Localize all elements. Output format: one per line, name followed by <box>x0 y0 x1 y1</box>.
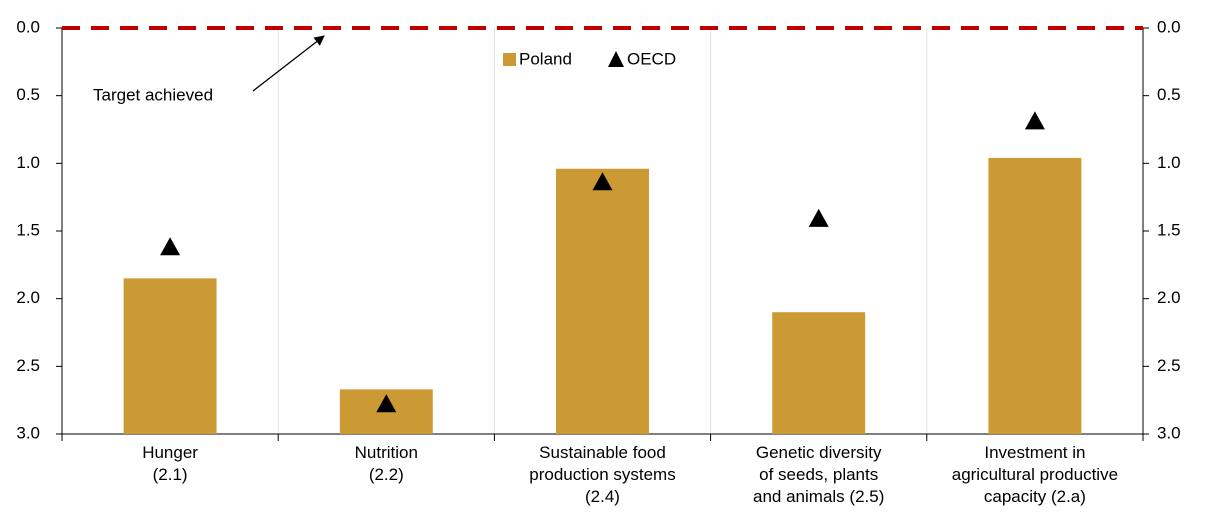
x-tick-label: Genetic diversity of seeds, plants and ani… <box>753 443 884 506</box>
annotation-arrow <box>252 35 325 92</box>
y-tick-label: 1.5 <box>16 220 40 239</box>
bar <box>988 157 1082 435</box>
y-tick-label: 0.0 <box>1157 17 1181 36</box>
y-tick-label: 1.5 <box>1157 220 1181 239</box>
y-tick-label: 2.5 <box>1157 356 1181 375</box>
y-tick-label: 2.0 <box>1157 288 1181 307</box>
bar <box>123 278 217 434</box>
bar <box>556 168 649 434</box>
x-tick-label: Sustainable food production systems (2.4) <box>529 443 675 506</box>
triangle-marker <box>160 237 181 256</box>
triangle-marker <box>376 394 397 413</box>
triangle-marker <box>1024 111 1045 130</box>
legend-swatch <box>503 53 516 66</box>
y-tick-label: 0.0 <box>16 17 40 36</box>
x-tick-label: Investment in agricultural productive capa… <box>952 443 1118 506</box>
bar <box>772 312 866 434</box>
y-tick-label: 0.5 <box>1157 85 1181 104</box>
y-tick-label: 1.0 <box>1157 153 1181 172</box>
y-tick-label: 0.5 <box>16 85 40 104</box>
legend-triangle <box>608 51 624 67</box>
legend-label: Poland <box>519 49 572 68</box>
y-tick-label: 2.5 <box>16 356 40 375</box>
y-tick-label: 2.0 <box>16 288 40 307</box>
y-tick-label: 1.0 <box>16 153 40 172</box>
annotation: Target achieved <box>93 85 213 104</box>
triangle-marker <box>808 208 829 227</box>
legend-label: OECD <box>627 49 676 68</box>
x-tick-label: Nutrition (2.2) <box>355 443 418 484</box>
x-tick-label: Hunger (2.1) <box>142 443 198 484</box>
y-tick-label: 3.0 <box>16 423 40 442</box>
triangle-marker <box>592 172 613 191</box>
y-tick-label: 3.0 <box>1157 423 1181 442</box>
